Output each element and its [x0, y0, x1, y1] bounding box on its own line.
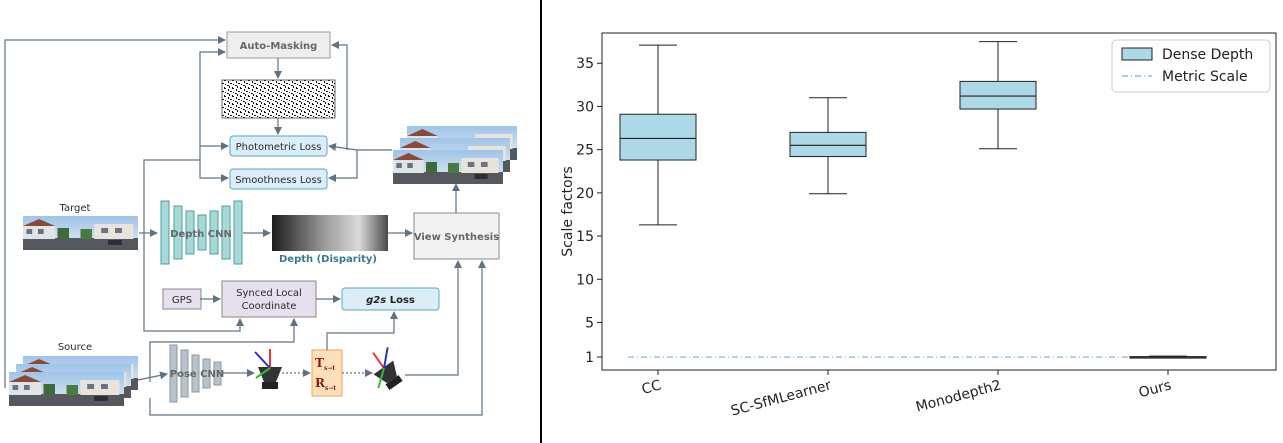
mask-image: [221, 79, 336, 119]
view-synthesis-label: View Synthesis: [414, 232, 499, 243]
target-image: [23, 216, 138, 250]
pipeline-diagram: Auto-Masking Photometric Loss Smoothness…: [4, 31, 517, 416]
translation-label: Ts→t: [315, 356, 335, 372]
g2s-loss-label: g2s Loss: [366, 295, 415, 306]
legend-swatch-dense-depth: [1121, 47, 1153, 61]
auto-masking-label: Auto-Masking: [240, 41, 318, 52]
connectors: [4, 36, 486, 416]
y-tick-label: 20: [576, 186, 594, 202]
y-axis-label: Scale factors: [560, 166, 576, 256]
pose-cnn-label: Pose CNN: [170, 369, 225, 380]
synced-local-line1: Synced Local: [236, 288, 302, 299]
depth-caption: Depth (Disparity): [279, 254, 377, 265]
y-tick-label: 1: [585, 350, 594, 366]
box-sc-sfmlearner: [789, 131, 867, 158]
target-label: Target: [59, 203, 91, 214]
y-tick-label: 30: [576, 99, 594, 115]
source-images: [9, 356, 138, 406]
camera-axes-icon: [254, 349, 282, 389]
source-label: Source: [58, 342, 92, 353]
y-tick-label: 10: [576, 272, 594, 288]
panel-divider: [540, 0, 542, 443]
translation-subscript: s→t: [324, 365, 335, 372]
photometric-loss-box: [229, 135, 328, 157]
rotation-symbol: R: [315, 376, 326, 390]
synced-local-line2: Coordinate: [242, 301, 297, 312]
g2s-bold: g2s: [366, 295, 386, 306]
gps-label: GPS: [172, 295, 192, 306]
y-tick-label: 15: [576, 229, 594, 245]
photometric-loss-label: Photometric Loss: [236, 142, 322, 153]
y-tick-label: 5: [585, 315, 594, 331]
y-tick-label: 25: [576, 143, 594, 159]
box-cc: [619, 113, 697, 161]
auto-masking-box: [226, 31, 331, 59]
x-tick-label: CC: [640, 377, 663, 398]
rotation-subscript: s→t: [325, 385, 336, 392]
box-monodepth2: [959, 80, 1037, 110]
x-tick-label: Monodepth2: [914, 377, 1003, 415]
synthesized-images: [393, 126, 517, 184]
pose-cnn-layers: [169, 344, 222, 403]
rotation-label: Rs→t: [315, 376, 336, 392]
x-tick-label: Ours: [1137, 377, 1173, 401]
g2s-rest: Loss: [386, 295, 415, 306]
depth-cnn-label: Depth CNN: [170, 229, 232, 240]
g2s-loss-box: [341, 287, 440, 311]
x-tick-label: SC-SfMLearner: [729, 377, 833, 419]
synced-local-coordinate-box: [221, 280, 317, 318]
legend-label-metric-scale: Metric Scale: [1162, 69, 1248, 85]
plot-frame: [601, 32, 1277, 371]
translation-symbol: T: [315, 356, 324, 370]
y-tick-label: 35: [576, 56, 594, 72]
legend-label-dense-depth: Dense Depth: [1162, 47, 1253, 63]
depth-cnn-layers: [160, 200, 243, 265]
rotated-camera-axes-icon: [372, 347, 403, 391]
depth-map: [272, 215, 388, 251]
view-synthesis-box: [413, 212, 500, 260]
smoothness-loss-box: [229, 168, 328, 190]
smoothness-loss-label: Smoothness Loss: [235, 175, 322, 186]
